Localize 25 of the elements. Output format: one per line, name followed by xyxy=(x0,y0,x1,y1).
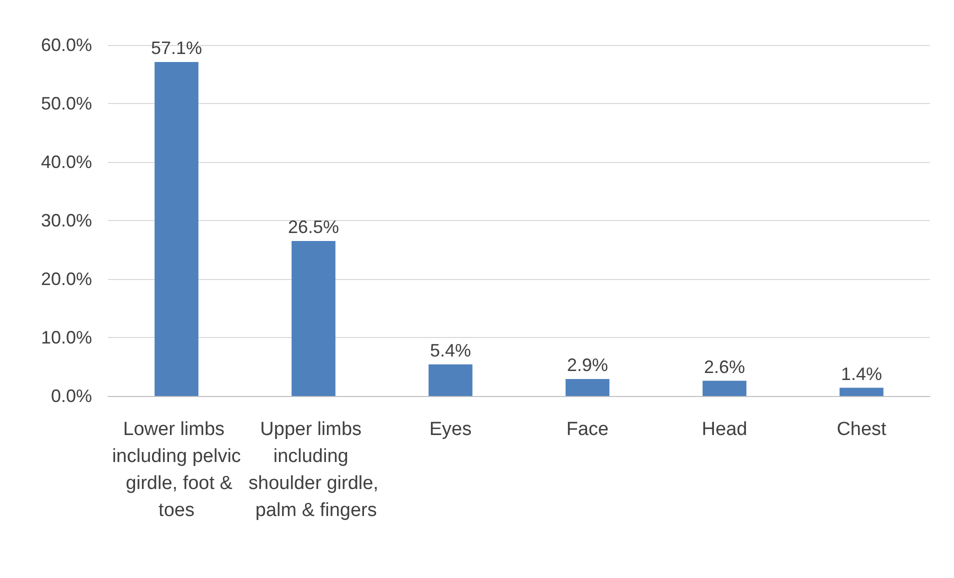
x-tick-label: Face xyxy=(566,419,609,440)
x-tick-label: Eyes xyxy=(429,419,472,440)
data-label: 2.9% xyxy=(566,355,608,376)
x-tick-label: Head xyxy=(702,419,748,440)
data-label: 57.1% xyxy=(150,38,202,58)
y-tick-label: 50.0% xyxy=(40,94,92,114)
x-tick-label: Chest xyxy=(836,419,888,440)
bar xyxy=(154,62,198,396)
data-label: 26.5% xyxy=(288,216,340,237)
bar xyxy=(292,240,336,396)
bar xyxy=(428,364,472,396)
x-tick-label: Lower limbs including pelvic girdle, foot & toes xyxy=(112,419,241,521)
bar xyxy=(566,379,610,396)
x-tick-label: Upper limbs including shoulder girdle, palm & fingers xyxy=(248,419,378,521)
y-tick-label: 40.0% xyxy=(40,152,92,172)
data-label: 1.4% xyxy=(840,364,882,384)
bar xyxy=(702,380,746,396)
y-tick-label: 20.0% xyxy=(40,269,92,289)
y-tick-label: 60.0% xyxy=(40,35,92,55)
bar xyxy=(840,388,884,396)
data-label: 5.4% xyxy=(430,340,472,360)
y-tick-label: 30.0% xyxy=(40,210,92,230)
y-tick-label: 10.0% xyxy=(40,328,92,348)
data-label: 2.6% xyxy=(704,356,746,377)
y-tick-label: 0.0% xyxy=(50,386,92,406)
